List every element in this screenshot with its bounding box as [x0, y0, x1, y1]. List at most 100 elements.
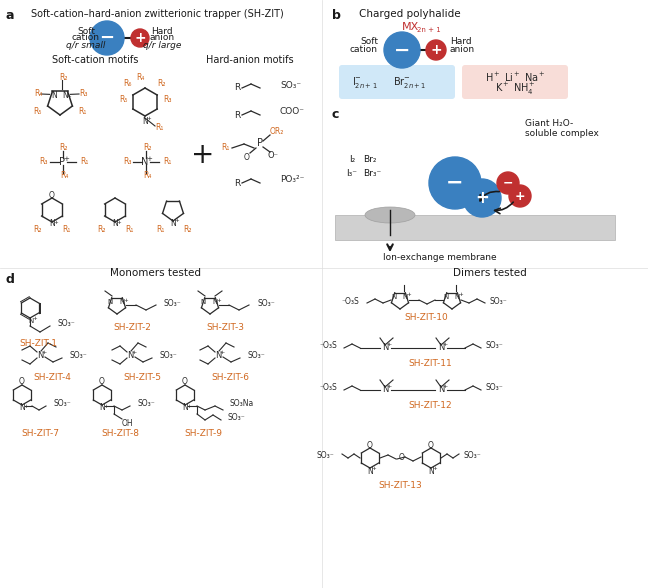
- Text: −: −: [99, 29, 115, 47]
- Text: O⁻: O⁻: [268, 151, 279, 159]
- Text: O: O: [99, 377, 105, 386]
- Text: +: +: [191, 141, 214, 169]
- Text: N: N: [402, 294, 408, 300]
- Text: O: O: [399, 453, 405, 462]
- Text: d: d: [6, 273, 15, 286]
- Text: I$_{2n+1}^{-}$: I$_{2n+1}^{-}$: [352, 75, 378, 91]
- Text: I₂: I₂: [349, 155, 355, 165]
- Text: q/r small: q/r small: [66, 41, 106, 49]
- Text: MX: MX: [402, 22, 419, 32]
- Text: O: O: [19, 377, 25, 386]
- Polygon shape: [335, 215, 615, 240]
- Text: +: +: [515, 189, 526, 202]
- Text: +: +: [459, 292, 463, 298]
- Text: Soft: Soft: [77, 26, 95, 35]
- Text: N: N: [29, 318, 34, 324]
- Text: SH-ZIT-1: SH-ZIT-1: [19, 339, 57, 349]
- Text: +: +: [371, 466, 376, 472]
- Text: +: +: [41, 349, 47, 355]
- Text: R₄: R₄: [60, 172, 68, 181]
- Text: −: −: [446, 173, 464, 193]
- FancyBboxPatch shape: [339, 65, 455, 99]
- Circle shape: [497, 172, 519, 194]
- Text: Charged polyhalide: Charged polyhalide: [359, 9, 461, 19]
- Text: N: N: [454, 294, 459, 300]
- Text: +: +: [104, 403, 108, 409]
- Text: ⁻O₃S: ⁻O₃S: [319, 342, 337, 350]
- Circle shape: [463, 179, 501, 217]
- Text: N: N: [141, 157, 148, 167]
- Text: N: N: [19, 403, 25, 413]
- Circle shape: [131, 29, 149, 47]
- Text: SO₃⁻: SO₃⁻: [489, 296, 507, 306]
- Text: O: O: [428, 440, 434, 449]
- Text: Monomers tested: Monomers tested: [110, 268, 200, 278]
- Text: +: +: [146, 116, 152, 122]
- Text: R₆: R₆: [122, 79, 132, 89]
- Text: O: O: [49, 191, 55, 199]
- Text: b: b: [332, 9, 341, 22]
- Text: cation: cation: [72, 34, 100, 42]
- Text: SO₃Na: SO₃Na: [230, 399, 254, 409]
- Text: Giant H₂O-: Giant H₂O-: [525, 119, 573, 128]
- Text: SO₃⁻: SO₃⁻: [248, 352, 266, 360]
- Text: +: +: [430, 43, 442, 57]
- Text: H$^+$ Li$^+$ Na$^+$: H$^+$ Li$^+$ Na$^+$: [485, 71, 546, 83]
- Text: R₁: R₁: [62, 226, 70, 235]
- Text: −: −: [503, 176, 513, 189]
- Text: R₄: R₄: [136, 72, 145, 82]
- Text: N: N: [428, 466, 434, 476]
- Text: N: N: [108, 299, 113, 305]
- Text: Hard-anion motifs: Hard-anion motifs: [206, 55, 294, 65]
- Text: R₃: R₃: [40, 158, 48, 166]
- Text: R: R: [234, 179, 240, 188]
- Text: R₅: R₅: [34, 108, 42, 116]
- Text: anion: anion: [150, 34, 174, 42]
- Text: SH-ZIT-2: SH-ZIT-2: [113, 322, 151, 332]
- Text: Soft: Soft: [360, 38, 378, 46]
- Text: SH-ZIT-4: SH-ZIT-4: [33, 373, 71, 382]
- Text: +: +: [32, 316, 38, 322]
- Text: R₁: R₁: [163, 158, 171, 166]
- Text: R₁: R₁: [78, 108, 86, 116]
- Text: R₂: R₂: [97, 226, 105, 235]
- Text: SO₃⁻: SO₃⁻: [227, 413, 245, 423]
- Text: +: +: [216, 298, 222, 302]
- Circle shape: [429, 157, 481, 209]
- Circle shape: [384, 32, 420, 68]
- Text: N: N: [99, 403, 105, 413]
- Text: +: +: [187, 403, 191, 409]
- Text: +: +: [67, 95, 71, 99]
- Text: +: +: [475, 189, 489, 207]
- Text: Soft-cation motifs: Soft-cation motifs: [52, 55, 138, 65]
- Text: O: O: [182, 377, 188, 386]
- Text: SH-ZIT-3: SH-ZIT-3: [206, 322, 244, 332]
- Text: SH-ZIT-13: SH-ZIT-13: [378, 482, 422, 490]
- Text: R: R: [234, 111, 240, 119]
- Text: N: N: [49, 219, 55, 229]
- Text: a: a: [6, 9, 14, 22]
- Text: N: N: [127, 350, 133, 359]
- Text: N: N: [443, 294, 448, 300]
- Text: OH: OH: [122, 419, 133, 427]
- Text: N: N: [51, 91, 57, 99]
- Text: +: +: [443, 342, 448, 348]
- Text: PO₃²⁻: PO₃²⁻: [280, 175, 305, 185]
- Text: soluble complex: soluble complex: [525, 129, 599, 138]
- Text: N: N: [213, 299, 218, 305]
- FancyBboxPatch shape: [462, 65, 568, 99]
- Text: R₂: R₂: [157, 79, 167, 89]
- Text: N: N: [112, 219, 118, 229]
- Text: R₂: R₂: [143, 143, 151, 152]
- Text: R₃: R₃: [79, 89, 87, 99]
- Text: anion: anion: [450, 45, 475, 54]
- Text: SO₃⁻: SO₃⁻: [53, 399, 71, 409]
- Text: R₁: R₁: [125, 226, 133, 235]
- Text: R₁: R₁: [222, 143, 230, 152]
- Text: N: N: [391, 294, 397, 300]
- Text: P: P: [59, 157, 65, 167]
- Text: ⁻O₃S: ⁻O₃S: [319, 383, 337, 393]
- Ellipse shape: [365, 207, 415, 223]
- Text: R₂: R₂: [59, 74, 67, 82]
- Text: N: N: [382, 386, 388, 395]
